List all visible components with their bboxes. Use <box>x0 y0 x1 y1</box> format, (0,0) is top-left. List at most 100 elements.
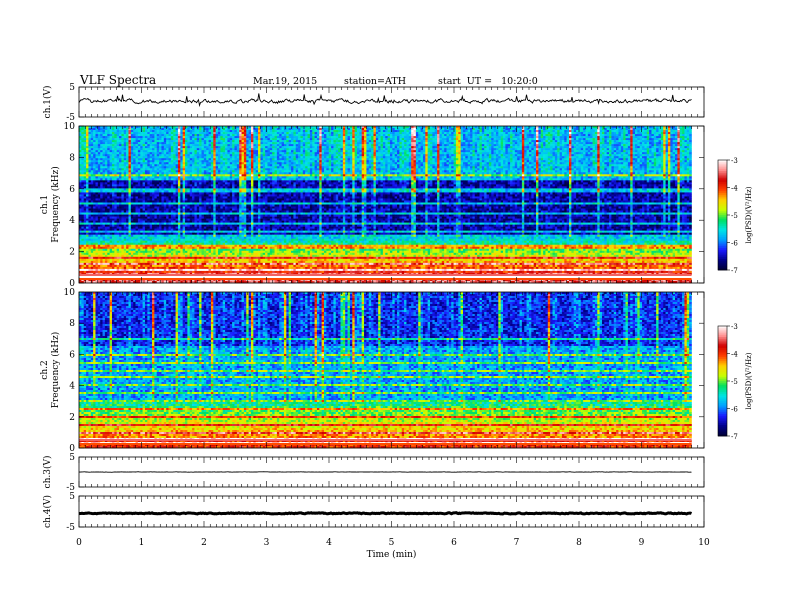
spectrogram-cell <box>381 136 384 138</box>
spectrogram-cell <box>124 130 127 132</box>
spectrogram-cell <box>494 134 497 136</box>
spectrogram-cell <box>456 134 459 136</box>
spectrogram-cell <box>487 134 490 136</box>
spectrogram-cell <box>512 136 515 138</box>
spectrogram-cell <box>600 136 603 138</box>
spectrogram-cell <box>689 132 692 134</box>
spectrogram-cell <box>623 132 626 134</box>
spectrogram-cell <box>371 134 374 136</box>
spectrogram-cell <box>569 132 572 134</box>
spectrogram-cell <box>576 134 579 136</box>
spectrogram-cell <box>583 134 586 136</box>
spectrogram-cell <box>166 130 169 132</box>
spectrogram-cell <box>289 134 292 136</box>
spectrogram-cell <box>564 130 567 132</box>
spectrogram-cell <box>357 128 360 130</box>
spectrogram-cell <box>147 136 150 138</box>
spectrogram-cell <box>119 130 122 132</box>
spectrogram-cell <box>293 130 296 132</box>
spectrogram-cell <box>647 136 650 138</box>
spectrogram-cell <box>630 136 633 138</box>
spectrogram-cell <box>209 128 212 130</box>
spectrogram-cell <box>581 130 584 132</box>
spectrogram-cell <box>456 132 459 134</box>
spectrogram-cell <box>411 136 414 138</box>
spectrogram-cell <box>244 128 247 130</box>
ch1-panel <box>79 93 692 105</box>
spectrogram-cell <box>432 134 435 136</box>
spectrogram-cell <box>567 138 570 140</box>
spectrogram-cell <box>449 128 452 130</box>
spectrogram-cell <box>447 138 450 140</box>
spectrogram-cell <box>223 132 226 134</box>
spectrogram-cell <box>326 136 329 138</box>
spectrogram-cell <box>456 136 459 138</box>
spectrogram-cell <box>331 134 334 136</box>
spectrogram-cell <box>651 134 654 136</box>
spectrogram-cell <box>545 130 548 132</box>
spectrogram-cell <box>689 136 692 138</box>
spectrogram-cell <box>282 132 285 134</box>
spectrogram-cell <box>322 138 325 140</box>
spectrogram-cell <box>430 132 433 134</box>
spectrogram-cell <box>498 138 501 140</box>
spectrogram-cell <box>180 134 183 136</box>
spectrogram-cell <box>225 134 228 136</box>
spectrogram-cell <box>279 138 282 140</box>
spectrogram-cell <box>590 134 593 136</box>
spectrogram-cell <box>308 130 311 132</box>
spectrogram-cell <box>458 138 461 140</box>
spectrogram-cell <box>110 136 113 138</box>
spectrogram-cell <box>279 136 282 138</box>
spectrogram-cell <box>376 138 379 140</box>
spectrogram-cell <box>258 138 261 140</box>
spectrogram-cell <box>230 134 233 136</box>
spectrogram-cell <box>81 128 84 130</box>
spectrogram-cell <box>402 130 405 132</box>
spectrogram-cell <box>249 134 252 136</box>
spectrogram-cell <box>333 132 336 134</box>
ch1-spectrogram-panel <box>79 126 692 283</box>
spectrogram-cell <box>159 130 162 132</box>
spectrogram-cell <box>515 132 518 134</box>
spectrogram-cell <box>362 136 365 138</box>
spectrogram-cell <box>256 134 259 136</box>
spectrogram-cell <box>322 132 325 134</box>
spectrogram-cell <box>388 134 391 136</box>
spectrogram-cell <box>319 128 322 130</box>
spectrogram-cell <box>663 134 666 136</box>
spectrogram-cell <box>418 128 421 130</box>
spectrogram-cell <box>680 134 683 136</box>
spectrogram-cell <box>234 134 237 136</box>
spectrogram-cell <box>242 138 245 140</box>
spectrogram-cell <box>359 132 362 134</box>
spectrogram-cell <box>300 136 303 138</box>
spectrogram-cell <box>576 136 579 138</box>
spectrogram-cell <box>411 138 414 140</box>
spectrogram-cell <box>569 138 572 140</box>
spectrogram-cell <box>86 134 89 136</box>
spectrogram-cell <box>640 132 643 134</box>
spectrogram-cell <box>286 128 289 130</box>
spectrogram-cell <box>642 132 645 134</box>
spectrogram-cell <box>503 136 506 138</box>
spectrogram-cell <box>308 132 311 134</box>
spectrogram-cell <box>670 130 673 132</box>
spectrogram-cell <box>527 134 530 136</box>
spectrogram-cell <box>218 138 221 140</box>
spectrogram-cell <box>560 134 563 136</box>
spectrogram-cell <box>482 138 485 140</box>
spectrogram-cell <box>150 130 153 132</box>
spectrogram-cell <box>284 134 287 136</box>
spectrogram-cell <box>251 134 254 136</box>
spectrogram-cell <box>121 136 124 138</box>
spectrogram-cell <box>385 136 388 138</box>
spectrogram-cell <box>548 132 551 134</box>
spectrogram-cell <box>187 128 190 130</box>
spectrogram-cell <box>642 136 645 138</box>
spectrogram-cell <box>618 132 621 134</box>
spectrogram-cell <box>91 130 94 132</box>
spectrogram-cell <box>472 132 475 134</box>
spectrogram-cell <box>479 132 482 134</box>
spectrogram-cell <box>345 130 348 132</box>
